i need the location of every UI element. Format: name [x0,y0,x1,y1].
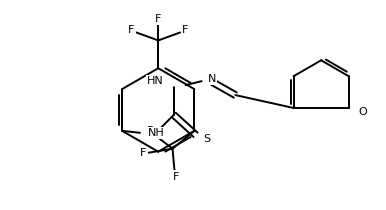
Text: F: F [173,172,179,181]
Text: O: O [359,107,367,117]
Text: F: F [146,126,153,136]
Text: F: F [128,25,135,35]
Text: S: S [203,134,211,144]
Text: F: F [155,14,161,24]
Text: N: N [208,74,216,84]
Text: HN: HN [147,76,164,86]
Text: NH: NH [148,128,165,138]
Text: F: F [139,148,146,158]
Text: F: F [182,25,188,35]
